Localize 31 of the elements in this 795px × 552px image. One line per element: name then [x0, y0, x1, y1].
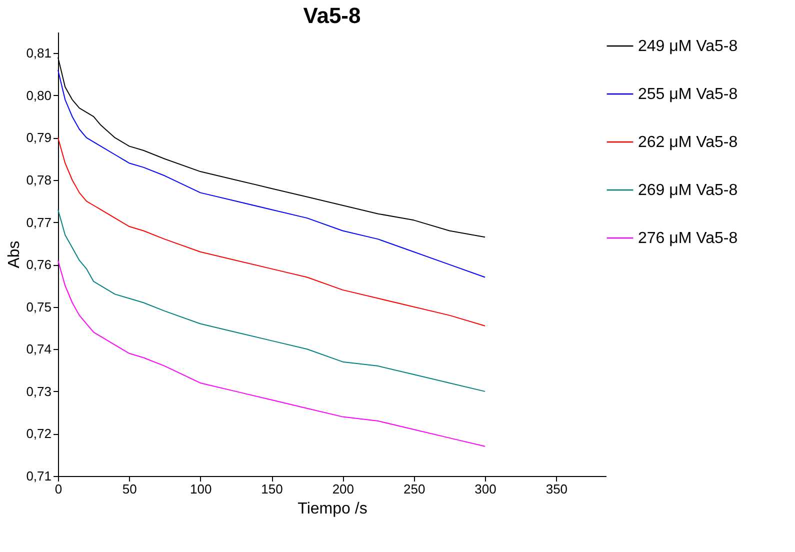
legend-label: 269 μM Va5-8	[638, 182, 738, 199]
y-tick-label: 0,81	[26, 46, 52, 61]
x-tick-label: 350	[546, 482, 568, 496]
y-tick-label: 0,73	[26, 384, 52, 399]
y-tick-label: 0,74	[26, 342, 52, 357]
x-tick-label: 200	[332, 482, 354, 496]
y-tick-label: 0,72	[26, 426, 52, 442]
legend-label: 276 μM Va5-8	[638, 230, 738, 247]
line-series	[58, 137, 486, 326]
y-tick-label: 0,76	[26, 257, 52, 272]
legend-label: 249 μM Va5-8	[638, 38, 738, 55]
legend-label: 255 μM Va5-8	[638, 86, 738, 103]
x-tick-label: 300	[474, 482, 496, 496]
chart-title: Va5-8	[303, 3, 361, 28]
y-tick-label: 0,79	[26, 130, 52, 146]
x-tick-label: 250	[403, 482, 426, 496]
y-axis-title: Abs	[6, 240, 24, 268]
line-series	[58, 209, 486, 392]
x-tick-label: 150	[261, 482, 283, 496]
y-tick-label: 0,78	[26, 172, 52, 188]
x-tick-label: 0	[54, 482, 62, 496]
y-tick-label: 0,80	[26, 88, 52, 103]
legend-label: 262 μM Va5-8	[638, 134, 738, 151]
y-tick-label: 0,75	[26, 299, 52, 314]
y-tick-label: 0,71	[26, 468, 52, 484]
y-tick-label: 0,77	[26, 214, 52, 230]
line-series	[58, 70, 486, 278]
x-tick-label: 50	[122, 482, 137, 496]
x-tick-label: 100	[190, 482, 212, 496]
x-axis-title: Tiempo /s	[298, 500, 368, 518]
line-series	[58, 260, 486, 447]
